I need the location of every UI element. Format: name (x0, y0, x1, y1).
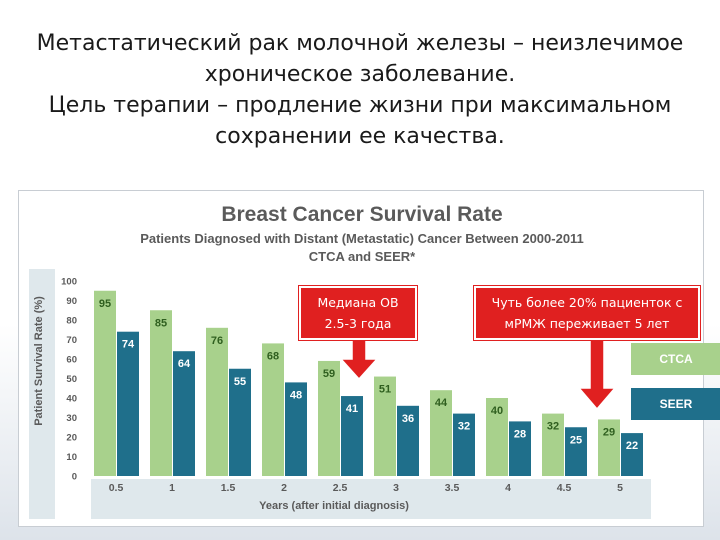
x-tick-label: 5 (617, 482, 623, 494)
bar-ctca (486, 398, 508, 476)
bar-seer (509, 421, 531, 476)
bar-value-label: 68 (267, 350, 279, 362)
x-tick-label: 3.5 (445, 482, 460, 494)
x-tick-label: 2 (281, 482, 287, 494)
bar-ctca (542, 413, 564, 476)
title-line-1: Метастатический рак молочной железы – не… (0, 28, 720, 59)
bar-seer (565, 427, 587, 476)
bar-ctca (206, 327, 228, 476)
x-tick-label: 0.5 (109, 482, 124, 494)
y-tick-label: 70 (66, 335, 77, 346)
bar-seer (621, 433, 643, 476)
y-tick-label: 90 (66, 296, 77, 307)
bar-value-label: 36 (402, 413, 414, 425)
chart-title: Breast Cancer Survival Rate (221, 203, 502, 226)
bar-ctca (374, 376, 396, 476)
survival-chart: Breast Cancer Survival Rate Patients Dia… (29, 203, 651, 519)
bar-value-label: 76 (211, 335, 223, 347)
bar-value-label: 28 (514, 428, 526, 440)
title-line-1-strong: Метастатический рак молочной железы (36, 31, 506, 56)
y-tick-label: 50 (66, 374, 77, 385)
x-tick-label: 4 (505, 482, 511, 494)
bar-value-label: 51 (379, 384, 391, 396)
five-year-callout: Чуть более 20% пациенток с мРМЖ пережива… (474, 286, 700, 340)
median-callout-text: Медиана ОВ 2.5-3 года (317, 295, 399, 331)
bar-seer (453, 413, 475, 476)
title-line-3-strong: Цель терапии (48, 93, 211, 118)
bar-ctca (598, 419, 620, 476)
x-axis-label: Years (after initial diagnosis) (259, 500, 409, 512)
legend-ctca-label: CTCA (659, 352, 693, 366)
y-tick-label: 40 (66, 394, 77, 405)
title-line-4: сохранении ее качества. (215, 124, 505, 149)
bar-value-label: 95 (99, 298, 111, 310)
bar-value-label: 29 (603, 426, 615, 438)
bar-value-label: 22 (626, 440, 638, 452)
bar-value-label: 59 (323, 368, 335, 380)
x-axis-panel (91, 479, 651, 519)
y-tick-label: 20 (66, 433, 77, 444)
bar-seer (341, 396, 363, 476)
legend-seer-label: SEER (659, 397, 693, 411)
bar-value-label: 85 (155, 317, 167, 329)
y-tick-label: 80 (66, 316, 77, 327)
legend-seer: SEER (631, 388, 720, 420)
y-tick-label: 30 (66, 413, 77, 424)
bar-value-label: 48 (290, 389, 302, 401)
bar-ctca (430, 390, 452, 476)
title-line-3: Цель терапии – продление жизни при макси… (0, 90, 720, 121)
y-tick-label: 100 (61, 277, 77, 288)
bar-ctca (150, 310, 172, 476)
five-year-callout-text: Чуть более 20% пациенток с мРМЖ пережива… (491, 295, 683, 331)
bar-value-label: 41 (346, 403, 358, 415)
bar-seer (173, 351, 195, 476)
bar-ctca (318, 360, 340, 476)
title-line-1-rest: – неизлечимое (505, 31, 684, 56)
bar-value-label: 74 (122, 339, 135, 351)
bar-value-label: 64 (178, 358, 191, 370)
y-axis-label: Patient Survival Rate (%) (33, 296, 45, 426)
bar-value-label: 32 (547, 421, 559, 433)
bar-value-label: 44 (435, 397, 448, 409)
y-axis-panel (29, 269, 55, 519)
y-tick-label: 10 (66, 452, 77, 463)
y-tick-label: 60 (66, 355, 77, 366)
x-tick-label: 4.5 (557, 482, 572, 494)
title-line-3-rest: – продление жизни при максимальном (210, 93, 672, 118)
title-line-2: хроническое заболевание. (204, 62, 516, 87)
bar-value-label: 55 (234, 376, 246, 388)
chart-subtitle-2: CTCA and SEER* (309, 249, 416, 264)
bar-ctca (262, 343, 284, 476)
x-tick-label: 1 (169, 482, 175, 494)
y-tick-label: 0 (72, 472, 77, 483)
chart-frame: Breast Cancer Survival Rate Patients Dia… (18, 190, 720, 527)
x-tick-label: 3 (393, 482, 399, 494)
bar-value-label: 32 (458, 421, 470, 433)
x-tick-label: 2.5 (333, 482, 348, 494)
bar-ctca (94, 290, 116, 476)
bar-seer (229, 368, 251, 476)
median-callout: Медиана ОВ 2.5-3 года (299, 286, 417, 340)
bar-seer (285, 382, 307, 476)
bar-value-label: 40 (491, 405, 503, 417)
x-tick-label: 1.5 (221, 482, 236, 494)
slide-title: Метастатический рак молочной железы – не… (0, 28, 720, 152)
bar-value-label: 25 (570, 434, 582, 446)
bar-seer (397, 405, 419, 476)
bar-seer (117, 331, 139, 476)
chart-subtitle-1: Patients Diagnosed with Distant (Metasta… (140, 231, 584, 246)
legend-ctca: CTCA (631, 343, 720, 375)
